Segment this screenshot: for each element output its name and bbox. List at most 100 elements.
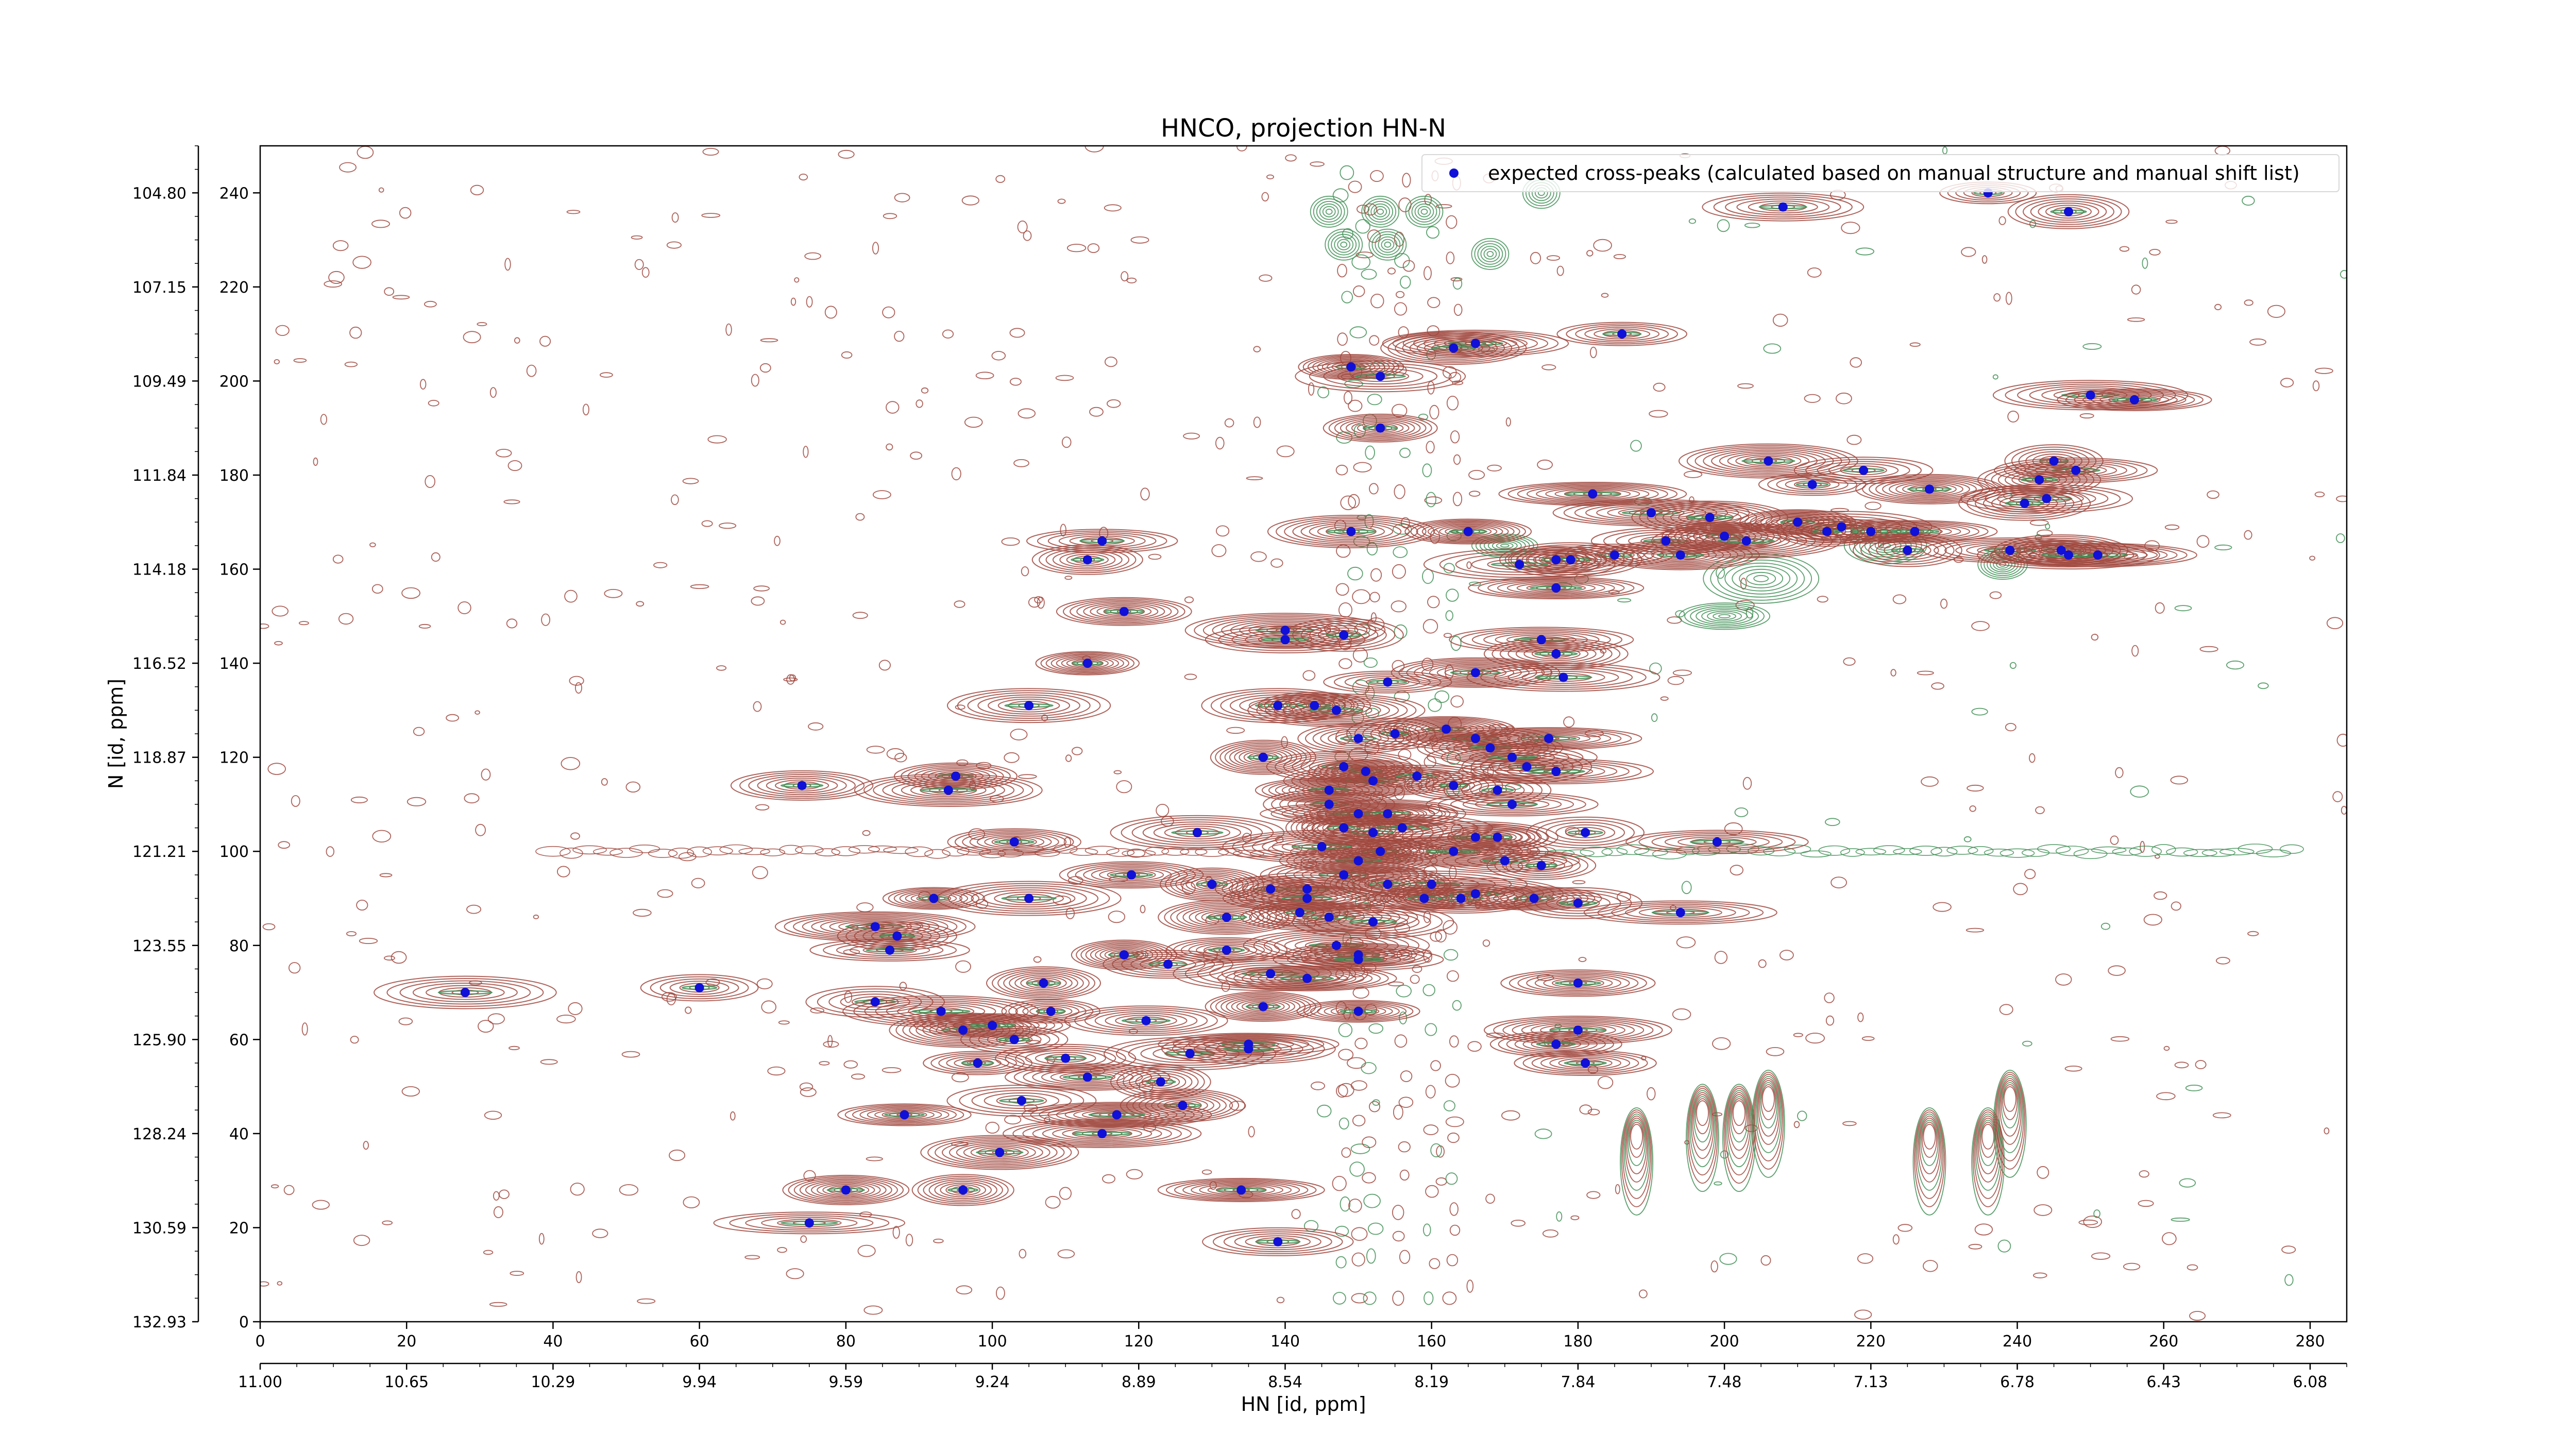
peak-point xyxy=(1376,847,1385,856)
peak-point xyxy=(1339,630,1349,640)
peak-point xyxy=(1529,894,1539,903)
peak-point xyxy=(1024,894,1034,903)
peak-point xyxy=(1361,767,1370,776)
peak-point xyxy=(2020,498,2029,508)
peak-point xyxy=(797,781,807,790)
y-index-tick-label: 0 xyxy=(239,1313,249,1332)
peak-point xyxy=(1376,372,1385,381)
peak-point xyxy=(1258,1002,1268,1012)
y-index-tick-label: 20 xyxy=(229,1219,249,1237)
y-index-tick-label: 160 xyxy=(219,561,249,579)
peak-point xyxy=(1368,917,1378,927)
peak-point xyxy=(1141,1016,1151,1025)
peak-point xyxy=(1127,870,1137,880)
x-index-tick-label: 260 xyxy=(2149,1333,2178,1351)
peak-point xyxy=(1310,701,1319,711)
y-index-tick-label: 60 xyxy=(229,1031,249,1049)
peak-point xyxy=(1280,635,1290,645)
peak-point xyxy=(1412,771,1422,781)
peak-markers xyxy=(460,188,2139,1246)
peak-point xyxy=(1470,734,1480,744)
peak-point xyxy=(1470,889,1480,899)
x-ppm-tick-label: 11.00 xyxy=(238,1373,282,1391)
peak-point xyxy=(1522,762,1532,771)
peak-point xyxy=(2005,546,2015,555)
x-index-tick-label: 240 xyxy=(2003,1333,2032,1351)
peak-point xyxy=(1082,659,1092,668)
x-ppm-tick-label: 7.48 xyxy=(1707,1373,1742,1391)
y-index-tick-label: 120 xyxy=(219,749,249,767)
peak-point xyxy=(1778,202,1788,212)
y-ppm-tick-label: 123.55 xyxy=(132,937,187,955)
y-ppm-tick-label: 128.24 xyxy=(132,1125,187,1143)
x-ppm-tick-label: 6.78 xyxy=(2000,1373,2035,1391)
peak-point xyxy=(841,1185,851,1195)
peak-point xyxy=(1295,907,1304,917)
peak-point xyxy=(1551,649,1561,659)
peak-point xyxy=(1449,847,1459,856)
y-axis-right: 0 20 40 60 80 100 120 140 160 180 200 220 240 xyxy=(219,184,260,1332)
peak-point xyxy=(2086,390,2095,400)
y-index-tick-label: 100 xyxy=(219,843,249,861)
peak-point xyxy=(1903,546,1912,555)
y-index-tick-label: 220 xyxy=(219,279,249,297)
y-index-tick-label: 180 xyxy=(219,467,249,485)
peak-point xyxy=(460,988,470,997)
peak-point xyxy=(1764,456,1773,466)
peak-point xyxy=(1507,799,1517,809)
peak-point xyxy=(1617,329,1627,339)
peak-point xyxy=(1397,823,1407,833)
peak-point xyxy=(1419,894,1429,903)
peak-point xyxy=(1558,672,1568,682)
x-index-tick-label: 220 xyxy=(1856,1333,1886,1351)
peak-point xyxy=(1368,828,1378,837)
peak-point xyxy=(1859,465,1869,475)
y-ppm-tick-label: 111.84 xyxy=(132,467,187,485)
peak-point xyxy=(1236,1185,1246,1195)
x-index-tick-label: 280 xyxy=(2295,1333,2325,1351)
peak-point xyxy=(1675,550,1685,560)
y-ppm-tick-label: 104.80 xyxy=(132,184,187,203)
legend-label: expected cross-peaks (calculated based o… xyxy=(1488,162,2300,184)
x-index-tick-label: 140 xyxy=(1270,1333,1300,1351)
peak-point xyxy=(1046,1006,1056,1016)
peak-point xyxy=(1324,785,1334,795)
peak-point xyxy=(1705,513,1715,523)
peak-point xyxy=(900,1110,909,1120)
peak-point xyxy=(1470,339,1480,348)
peak-point xyxy=(1009,1035,1019,1044)
peak-point xyxy=(1647,508,1656,517)
peak-point xyxy=(1258,752,1268,762)
peak-point xyxy=(1266,969,1276,979)
x-ppm-tick-label: 8.19 xyxy=(1414,1373,1449,1391)
peak-point xyxy=(1551,767,1561,776)
peak-point xyxy=(958,1185,968,1195)
peak-point xyxy=(1383,880,1393,889)
y-ppm-tick-label: 116.52 xyxy=(132,655,187,673)
peak-point xyxy=(2042,494,2052,503)
peak-point xyxy=(1368,776,1378,786)
peak-point xyxy=(1925,484,1934,494)
peak-point xyxy=(885,945,895,955)
x-index-tick-label: 100 xyxy=(977,1333,1007,1351)
peak-point xyxy=(995,1148,1005,1157)
peak-point xyxy=(1039,978,1048,988)
peak-point xyxy=(1427,880,1436,889)
peak-point xyxy=(1822,527,1832,536)
peak-point xyxy=(929,894,939,903)
peak-point xyxy=(1331,705,1341,715)
peak-point xyxy=(1156,1077,1165,1087)
peak-point xyxy=(1544,734,1554,744)
peak-point xyxy=(1192,828,1202,837)
peak-point xyxy=(1485,743,1495,753)
peak-point xyxy=(1346,527,1356,536)
peak-point xyxy=(1207,880,1217,889)
peak-point xyxy=(1463,527,1473,536)
peak-point xyxy=(2071,465,2081,475)
peak-point xyxy=(2056,546,2066,555)
peak-point xyxy=(1493,785,1502,795)
chart-title: HNCO, projection HN-N xyxy=(1161,114,1446,143)
x-index-tick-label: 0 xyxy=(255,1333,265,1351)
peak-point xyxy=(1317,842,1327,852)
peak-point xyxy=(1449,343,1459,353)
